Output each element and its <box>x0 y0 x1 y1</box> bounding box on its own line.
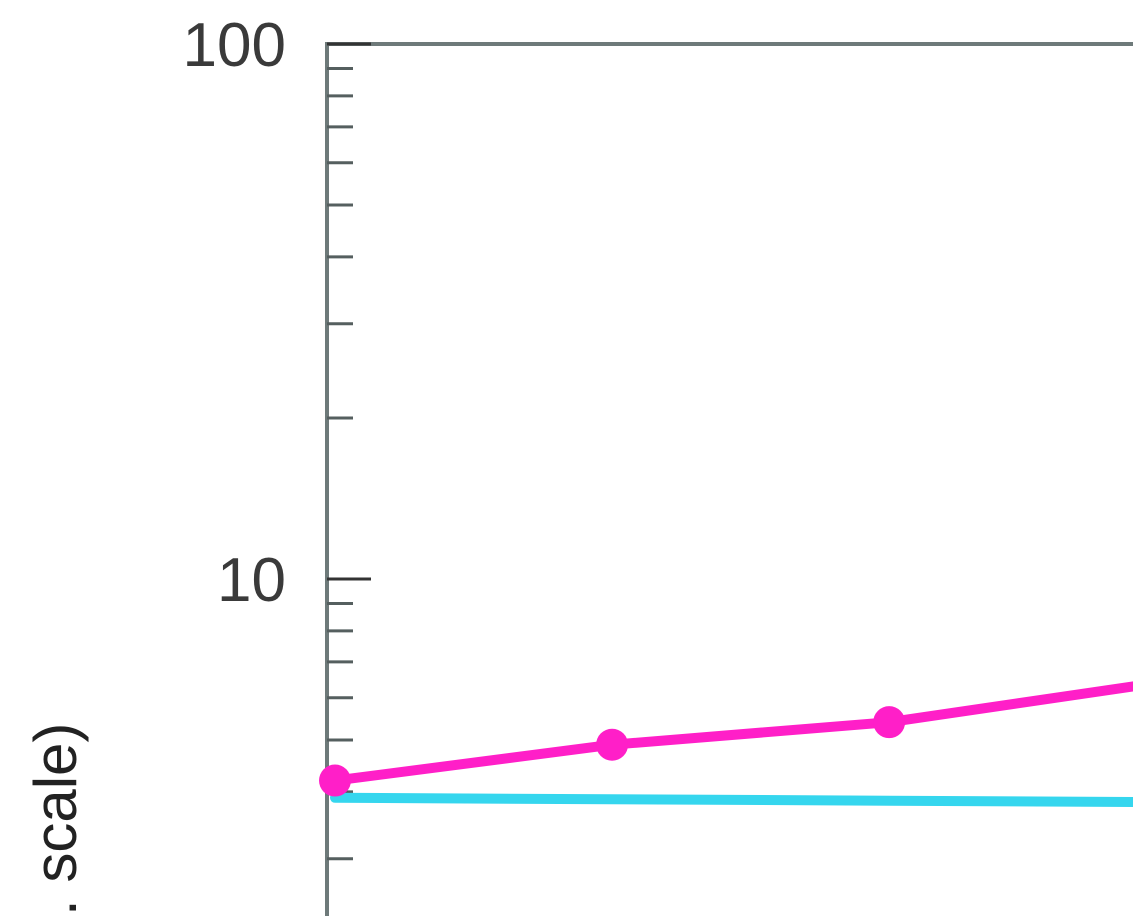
data-point <box>873 706 906 739</box>
y-tick-label: 100 <box>183 11 286 80</box>
data-point <box>596 728 629 761</box>
y-axis-label: . scale) <box>22 723 89 916</box>
series-lines <box>330 681 1133 807</box>
axes <box>325 42 1133 916</box>
y-tick-labels: 100 10 <box>183 11 286 615</box>
series-line-2 <box>330 792 1133 807</box>
series-points <box>319 706 906 797</box>
y-ticks <box>327 42 371 861</box>
y-tick-label: 10 <box>217 546 286 615</box>
series-line-1 <box>330 681 1133 786</box>
data-point <box>319 764 351 797</box>
